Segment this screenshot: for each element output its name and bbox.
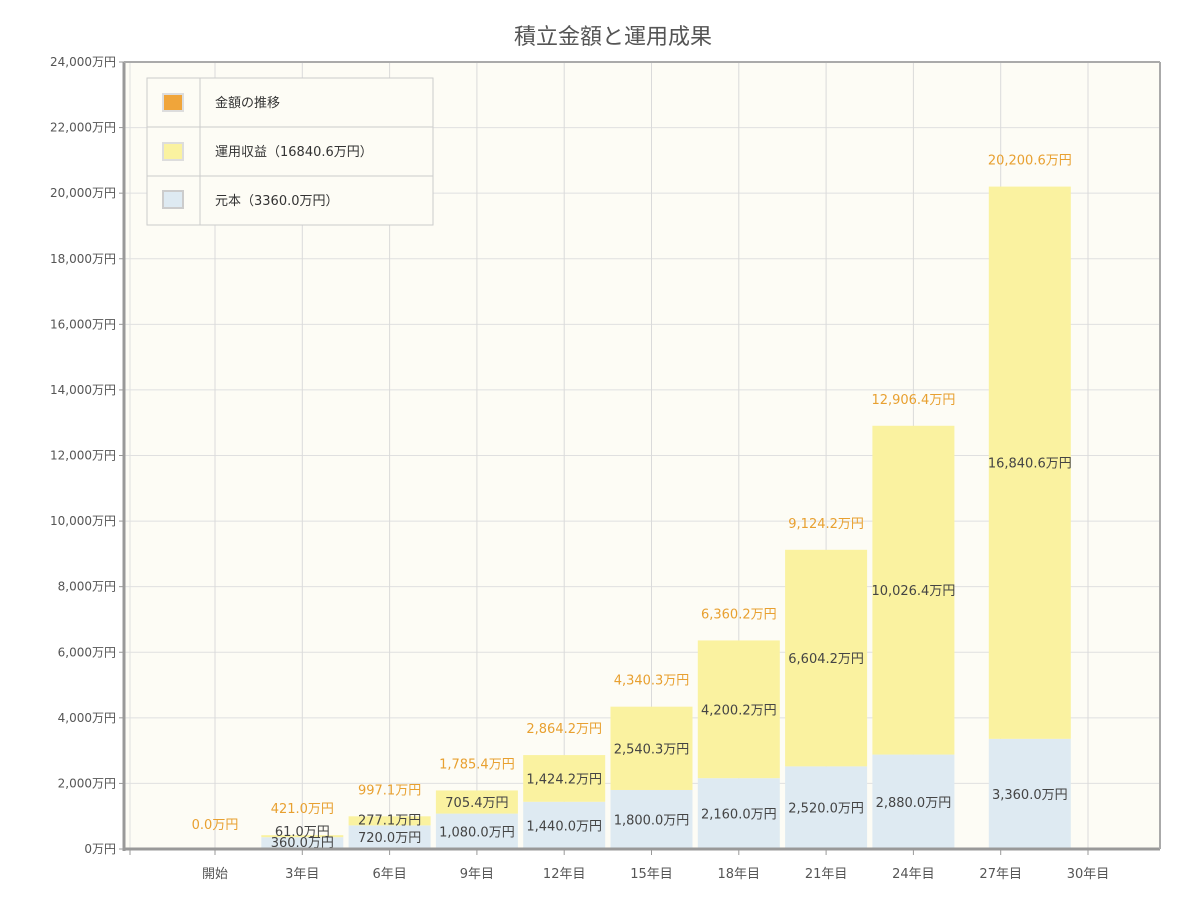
data-label-principal: 2,520.0万円 [788, 802, 864, 817]
legend-swatch-profit [162, 142, 184, 161]
data-label-profit: 61.0万円 [275, 825, 330, 840]
legend-label-total: 金額の推移 [215, 95, 280, 111]
bar-profit [435, 790, 518, 814]
data-label-principal: 1,440.0万円 [526, 819, 602, 834]
x-tick-label: 開始 [202, 867, 228, 882]
data-label-total: 6,360.2万円 [701, 607, 777, 622]
y-tick-label: 12,000万円 [50, 449, 116, 463]
bar-profit [523, 755, 606, 802]
axes: 0万円 2,000万円 4,000万円 6,000万円 8,000万円 10,000万円 1… [50, 55, 1161, 882]
data-label-profit: 16,840.6万円 [988, 457, 1072, 472]
chart-title: 積立金額と運用成果 [514, 25, 712, 50]
data-label-total: 421.0万円 [271, 802, 334, 817]
y-tick-label: 24,000万円 [50, 55, 116, 69]
bar-profit [785, 549, 868, 767]
data-label-profit: 2,540.3万円 [614, 742, 690, 757]
y-tick-label: 0万円 [84, 842, 116, 856]
y-tick-label: 14,000万円 [50, 383, 116, 397]
x-tick-label: 6年目 [372, 867, 406, 882]
data-label-profit: 1,424.2万円 [526, 772, 602, 787]
y-tick-label: 16,000万円 [50, 317, 116, 331]
bar-principal [348, 825, 431, 849]
data-label-principal: 360.0万円 [271, 836, 334, 851]
bar-principal [523, 801, 606, 849]
legend-swatch-total [162, 93, 184, 112]
data-label-profit: 705.4万円 [445, 796, 508, 811]
x-tick-label: 24年目 [892, 867, 935, 882]
bar-profit [610, 706, 693, 790]
data-label-principal: 1,800.0万円 [614, 813, 690, 828]
legend-label-profit: 運用収益（16840.6万円） [215, 145, 373, 160]
x-tick-label: 9年目 [460, 867, 494, 882]
bar-principal [697, 778, 780, 849]
x-tick-label: 27年目 [979, 867, 1022, 882]
data-label-principal: 1,080.0万円 [439, 825, 515, 840]
data-label-total: 1,785.4万円 [439, 757, 515, 772]
y-tick-label: 2,000万円 [58, 776, 116, 790]
x-tick-label: 15年目 [630, 867, 673, 882]
y-tick-label: 4,000万円 [58, 711, 116, 725]
bar-profit [872, 425, 955, 755]
data-label-total: 997.1万円 [358, 783, 421, 798]
y-tick-label: 8,000万円 [58, 580, 116, 594]
data-label-principal: 2,880.0万円 [876, 796, 952, 811]
bar-principal [435, 813, 518, 849]
data-label-principal: 720.0万円 [358, 831, 421, 846]
data-label-profit: 277.1万円 [358, 813, 421, 828]
bar-principal [872, 754, 955, 849]
bar-profit [348, 816, 431, 826]
data-label-total: 12,906.4万円 [871, 393, 955, 408]
y-tick-label: 18,000万円 [50, 252, 116, 266]
y-tick-label: 10,000万円 [50, 514, 116, 528]
data-label-total: 9,124.2万円 [788, 517, 864, 532]
x-tick-label: 21年目 [805, 867, 848, 882]
data-label-total: 2,864.2万円 [526, 722, 602, 737]
data-label-profit: 6,604.2万円 [788, 652, 864, 667]
y-tick-label: 6,000万円 [58, 645, 116, 659]
data-label-total: 4,340.3万円 [614, 674, 690, 689]
data-label-profit: 10,026.4万円 [871, 584, 955, 599]
legend: 金額の推移 運用収益（16840.6万円） 元本（3360.0万円） [146, 77, 434, 226]
bar-principal [785, 766, 868, 849]
x-tick-label: 18年目 [718, 867, 761, 882]
x-tick-label: 12年目 [543, 867, 586, 882]
y-tick-label: 22,000万円 [50, 121, 116, 135]
data-label-total: 20,200.6万円 [988, 154, 1072, 169]
bar-principal [261, 837, 344, 849]
x-tick-label: 3年目 [285, 867, 319, 882]
legend-swatch-principal [162, 190, 184, 209]
data-label-principal: 3,360.0万円 [992, 788, 1068, 803]
legend-label-principal: 元本（3360.0万円） [215, 194, 339, 209]
bar-profit [697, 640, 780, 779]
bar-profit [261, 835, 344, 838]
data-label-total: 0.0万円 [192, 818, 239, 833]
y-tick-label: 20,000万円 [50, 186, 116, 200]
bar-principal [988, 738, 1071, 849]
data-label-profit: 4,200.2万円 [701, 703, 777, 718]
data-label-principal: 2,160.0万円 [701, 808, 777, 823]
bar-profit [988, 186, 1071, 739]
x-tick-label: 30年目 [1067, 867, 1110, 882]
bar-principal [610, 789, 693, 849]
